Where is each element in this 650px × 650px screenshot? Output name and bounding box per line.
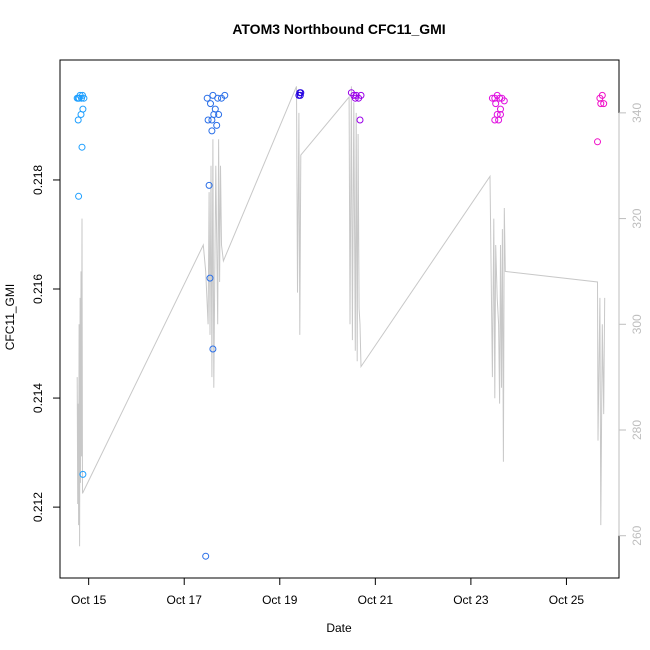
y-tick-label: 0.214	[31, 383, 45, 413]
y2-tick-label: 320	[630, 208, 644, 228]
data-point	[204, 116, 212, 124]
data-point	[497, 105, 504, 113]
data-point	[357, 91, 365, 99]
x-axis: Oct 15 Oct 17 Oct 19 Oct 21 Oct 23 Oct 25	[71, 577, 585, 607]
data-point	[74, 116, 82, 124]
data-point	[203, 94, 211, 102]
y-tick-label: 0.216	[31, 274, 45, 304]
y-tick-label: 0.212	[31, 492, 45, 522]
data-point	[491, 116, 499, 124]
data-point	[79, 470, 87, 478]
x-tick-label: Oct 23	[453, 593, 489, 607]
data-point	[351, 94, 359, 102]
data-point	[492, 100, 500, 108]
x-tick-label: Oct 19	[262, 593, 298, 607]
y-axis: 0.212 0.214 0.216 0.218	[31, 165, 61, 522]
chart-title: ATOM3 Northbound CFC11_GMI	[232, 21, 445, 37]
data-point	[600, 100, 608, 108]
data-point	[73, 94, 81, 102]
y2-tick-label: 340	[630, 103, 644, 123]
x-tick-label: Oct 21	[358, 593, 394, 607]
y-axis-label: CFC11_GMI	[3, 284, 17, 350]
data-point	[597, 100, 605, 108]
x-axis-label: Date	[326, 621, 352, 635]
data-point	[208, 127, 216, 135]
data-point	[221, 91, 229, 99]
data-point	[208, 116, 216, 124]
y2-tick-label: 300	[630, 314, 644, 334]
y-tick-label: 0.218	[31, 165, 45, 195]
data-point	[207, 100, 214, 108]
data-point	[79, 105, 87, 113]
data-point	[356, 116, 364, 124]
y2-tick-label: 280	[630, 420, 644, 440]
data-point	[206, 274, 214, 282]
x-tick-label: Oct 25	[549, 593, 585, 607]
secondary-y-axis: 260 280 300 320 340	[618, 103, 644, 546]
data-point	[598, 91, 606, 99]
data-point	[205, 181, 213, 189]
data-point	[80, 94, 88, 102]
data-point	[215, 111, 223, 118]
data-point	[594, 138, 601, 146]
data-point	[495, 116, 503, 124]
secondary-series-line	[76, 86, 606, 547]
data-point	[500, 97, 508, 105]
data-point	[202, 552, 210, 560]
data-point	[78, 143, 86, 151]
data-point	[209, 345, 217, 353]
plot-layer	[73, 86, 608, 560]
data-point	[214, 94, 222, 102]
x-tick-label: Oct 15	[71, 593, 107, 607]
data-point	[296, 91, 304, 99]
y2-tick-label: 260	[630, 525, 644, 545]
data-point	[297, 89, 305, 97]
x-tick-label: Oct 17	[167, 593, 203, 607]
data-point	[213, 121, 221, 129]
data-point	[75, 192, 83, 200]
